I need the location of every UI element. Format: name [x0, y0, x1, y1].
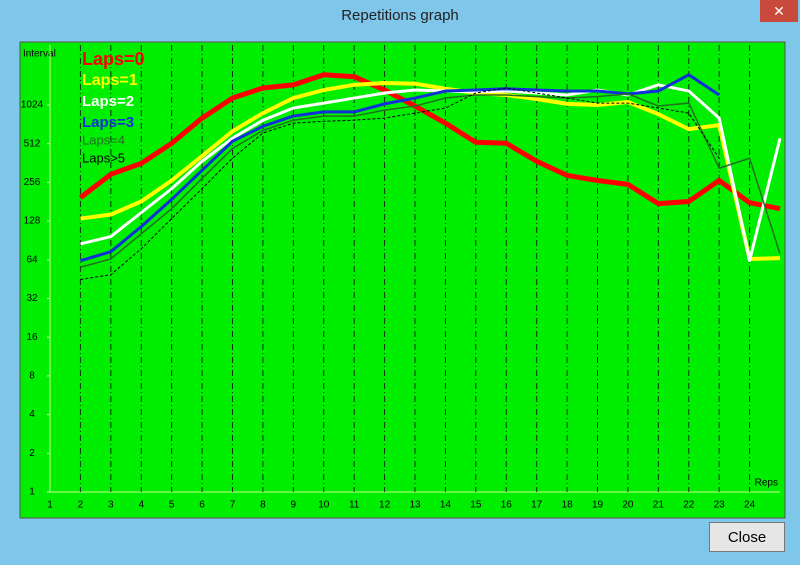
x-tick-label: 14 — [440, 500, 452, 511]
series-line — [80, 87, 720, 280]
series-line — [80, 80, 781, 261]
close-x[interactable]: ✕ — [760, 0, 798, 22]
legend-entry: Laps=1 — [82, 72, 138, 89]
legend-entry: Laps>5 — [82, 150, 125, 165]
close-button[interactable]: Close — [709, 522, 785, 552]
legend-entry: Laps=4 — [82, 132, 125, 147]
x-tick-label: 20 — [622, 500, 634, 511]
x-tick-label: 21 — [653, 500, 665, 511]
x-tick-label: 15 — [470, 500, 482, 511]
series-line — [80, 83, 782, 263]
x-tick-label: 19 — [592, 500, 604, 511]
y-tick-label: 256 — [24, 177, 41, 188]
series-line — [79, 73, 720, 263]
y-tick-label: 4 — [29, 409, 35, 420]
window-title: Repetitions graph — [341, 7, 459, 24]
x-tick-label: 24 — [744, 500, 756, 511]
series-line — [78, 72, 781, 212]
x-tick-label: 7 — [230, 500, 236, 511]
y-tick-label: 16 — [26, 332, 38, 343]
x-tick-label: 8 — [260, 500, 266, 511]
x-tick-label: 17 — [531, 500, 543, 511]
plot-bg — [19, 41, 786, 519]
x-tick-label: 6 — [199, 500, 205, 511]
y-tick-label: 512 — [24, 138, 41, 149]
y-tick-label: 1024 — [21, 100, 44, 111]
x-tick-label: 1 — [47, 500, 53, 511]
y-tick-label: 2 — [29, 448, 35, 459]
legend-entry: Laps=0 — [82, 49, 145, 69]
x-tick-label: 16 — [501, 500, 513, 511]
y-tick-label: 1 — [29, 487, 35, 498]
x-tick-label: 3 — [108, 500, 114, 511]
x-axis-label: Reps — [755, 478, 778, 489]
x-tick-label: 12 — [379, 500, 391, 511]
x-tick-label: 11 — [349, 500, 360, 511]
y-tick-label: 32 — [26, 293, 38, 304]
y-tick-label: 128 — [24, 216, 41, 227]
series-line — [80, 93, 781, 268]
legend-entry: Laps=3 — [82, 114, 134, 131]
legend-entry: Laps=2 — [82, 93, 134, 110]
x-tick-label: 4 — [138, 500, 144, 511]
x-tick-label: 9 — [291, 500, 297, 511]
x-tick-label: 2 — [78, 500, 84, 511]
x-tick-label: 18 — [562, 500, 574, 511]
y-tick-label: 64 — [26, 254, 38, 265]
x-tick-label: 10 — [318, 500, 330, 511]
x-tick-label: 13 — [409, 500, 421, 511]
x-tick-label: 22 — [683, 500, 695, 511]
x-tick-label: 5 — [169, 500, 175, 511]
y-tick-label: 8 — [29, 371, 35, 382]
x-tick-label: 23 — [714, 500, 726, 511]
y-axis-label: Interval — [23, 49, 56, 60]
